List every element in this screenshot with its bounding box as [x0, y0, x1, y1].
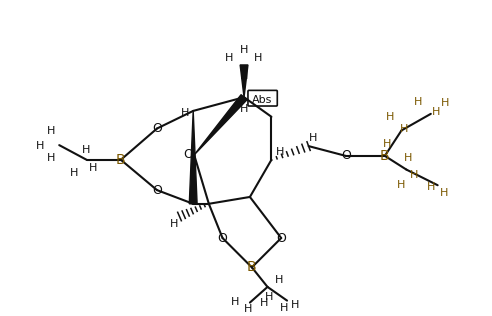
Text: H: H — [440, 188, 449, 198]
Text: H: H — [169, 219, 178, 229]
Text: O: O — [217, 232, 227, 245]
Text: H: H — [441, 98, 450, 108]
Text: H: H — [386, 112, 394, 122]
Text: H: H — [231, 297, 240, 307]
Text: H: H — [275, 275, 283, 285]
Text: H: H — [280, 303, 288, 313]
Text: H: H — [427, 182, 435, 192]
Polygon shape — [194, 95, 247, 155]
Text: H: H — [397, 180, 406, 190]
Text: O: O — [184, 149, 193, 161]
Polygon shape — [240, 65, 248, 97]
Text: H: H — [404, 153, 412, 163]
Text: H: H — [265, 292, 274, 302]
Text: O: O — [152, 122, 162, 135]
Text: H: H — [47, 126, 56, 137]
Text: O: O — [152, 184, 162, 197]
Text: H: H — [82, 145, 90, 155]
Text: H: H — [240, 71, 248, 81]
Text: H: H — [309, 133, 318, 143]
Text: H: H — [47, 153, 56, 163]
Text: H: H — [414, 97, 422, 107]
Text: B: B — [116, 153, 125, 167]
Text: H: H — [276, 147, 284, 157]
Polygon shape — [189, 111, 197, 204]
Text: H: H — [35, 141, 44, 151]
Text: H: H — [240, 104, 248, 114]
Text: H: H — [253, 53, 262, 63]
Text: O: O — [341, 149, 351, 162]
Text: H: H — [410, 170, 418, 180]
Text: H: H — [181, 108, 189, 118]
Text: H: H — [400, 124, 408, 133]
Text: H: H — [383, 139, 391, 149]
Text: H: H — [240, 45, 248, 55]
Text: H: H — [259, 298, 268, 307]
Text: H: H — [89, 163, 97, 173]
Text: B: B — [247, 260, 257, 274]
Text: H: H — [291, 300, 299, 309]
Text: H: H — [70, 167, 78, 178]
Text: H: H — [244, 304, 252, 314]
Text: H: H — [431, 107, 440, 117]
Text: Abs: Abs — [251, 95, 272, 105]
Text: O: O — [277, 232, 286, 245]
Text: B: B — [380, 149, 390, 163]
Text: H: H — [225, 53, 234, 63]
